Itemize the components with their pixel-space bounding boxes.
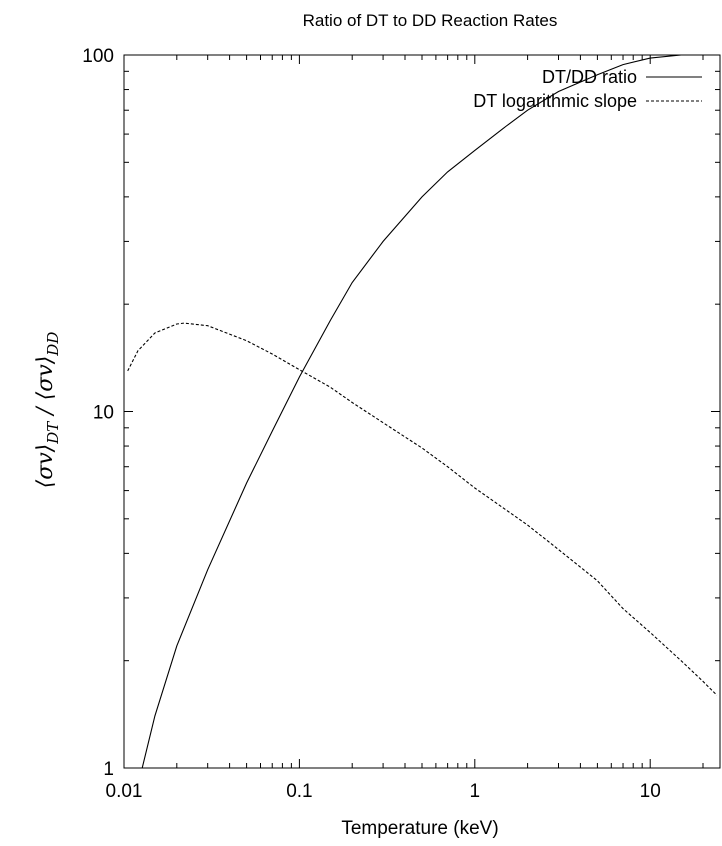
series-line-dt-dd-ratio [141, 55, 693, 768]
x-axis-label: Temperature (keV) [341, 818, 498, 839]
x-tick-label: 1 [470, 781, 481, 802]
chart-title: Ratio of DT to DD Reaction Rates [303, 11, 558, 30]
y-tick-label: 100 [82, 46, 114, 67]
x-tick-label: 0.1 [286, 781, 312, 802]
y-tick-label: 10 [93, 403, 114, 424]
x-tick-labels: 0.01 0.1 1 10 [106, 781, 661, 802]
series-line-dt-log-slope [127, 322, 718, 696]
plot-frame [123, 54, 721, 769]
y-axis-label-text: ⟨σv⟩DT / ⟨σv⟩DD [33, 332, 62, 489]
legend-label: DT/DD ratio [542, 67, 637, 87]
x-tick-label: 0.01 [106, 781, 143, 802]
legend: DT/DD ratio DT logarithmic slope [473, 67, 702, 111]
x-tick-label: 10 [640, 781, 661, 802]
y-axis-ticks [124, 54, 720, 769]
series-layer [127, 55, 718, 768]
x-axis-ticks [123, 55, 704, 768]
y-tick-labels: 1 10 100 [82, 46, 114, 780]
y-tick-label: 1 [103, 759, 114, 780]
y-axis-label: ⟨σv⟩DT / ⟨σv⟩DD [33, 332, 62, 489]
legend-label: DT logarithmic slope [473, 91, 637, 111]
